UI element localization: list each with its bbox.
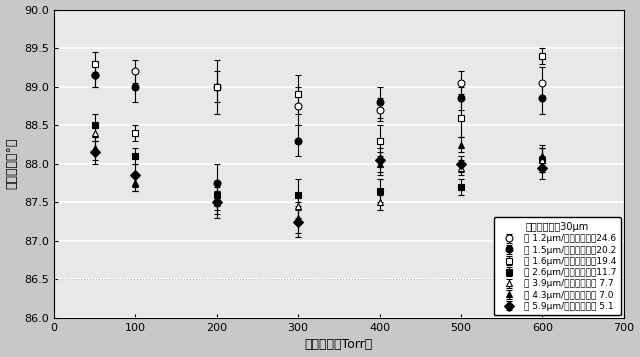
Y-axis label: 成長角度（°）: 成長角度（°）	[6, 138, 19, 190]
Legend: 幅 1.2μm/アスペクト比24.6, 幅 1.5μm/アスペクト比20.2, 幅 1.6μm/アスペクト比19.4, 幅 2.6μm/アスペクト比11.7, : 幅 1.2μm/アスペクト比24.6, 幅 1.5μm/アスペクト比20.2, …	[493, 217, 621, 315]
X-axis label: 成長圧力（Torr）: 成長圧力（Torr）	[305, 338, 373, 351]
